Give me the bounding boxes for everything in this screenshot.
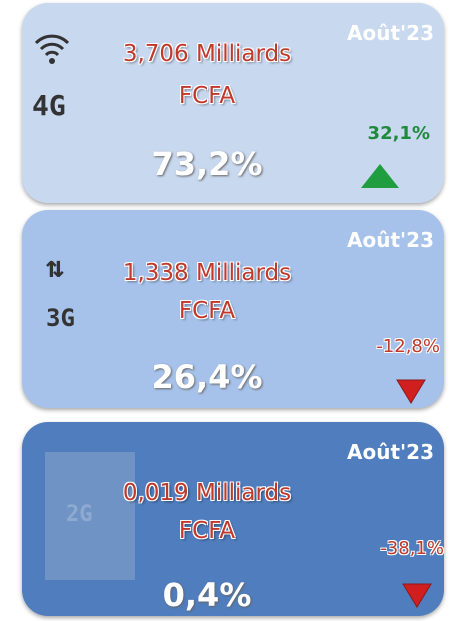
trend-icon xyxy=(402,583,432,608)
card-4g: 4G Août'23 3,706 Milliards FCFA 73,2% 32… xyxy=(22,3,444,203)
amount-unit: FCFA xyxy=(178,518,236,544)
amount-unit: FCFA xyxy=(178,83,236,109)
down-triangle xyxy=(396,379,426,404)
trend-icon xyxy=(396,379,426,404)
arrows-icon: ⇅ xyxy=(46,250,65,285)
amount: 0,019 Milliards xyxy=(122,480,292,506)
wifi-icon xyxy=(34,34,70,64)
share: 0,4% xyxy=(162,576,252,614)
change: -12,8% xyxy=(376,336,440,357)
icon-label: 3G xyxy=(46,304,75,332)
amount: 1,338 Milliards xyxy=(122,260,292,286)
icon-box xyxy=(45,452,135,580)
down-triangle xyxy=(402,583,432,608)
change: -38,1% xyxy=(380,538,444,559)
icon-label: 2G xyxy=(66,502,93,527)
icon-label: 4G xyxy=(32,89,66,122)
change: 32,1% xyxy=(367,123,430,144)
share: 26,4% xyxy=(151,358,263,396)
period: Août'23 xyxy=(347,21,434,45)
period: Août'23 xyxy=(347,440,434,464)
period: Août'23 xyxy=(347,228,434,252)
trend-icon xyxy=(361,164,399,188)
amount: 3,706 Milliards xyxy=(122,41,292,67)
share: 73,2% xyxy=(151,145,263,183)
card-3g: ⇅ 3G Août'23 1,338 Milliards FCFA 26,4% … xyxy=(22,210,444,408)
up-triangle xyxy=(361,164,399,188)
card-2g: 2G Août'23 0,019 Milliards FCFA 0,4% -38… xyxy=(22,422,444,616)
amount-unit: FCFA xyxy=(178,298,236,324)
